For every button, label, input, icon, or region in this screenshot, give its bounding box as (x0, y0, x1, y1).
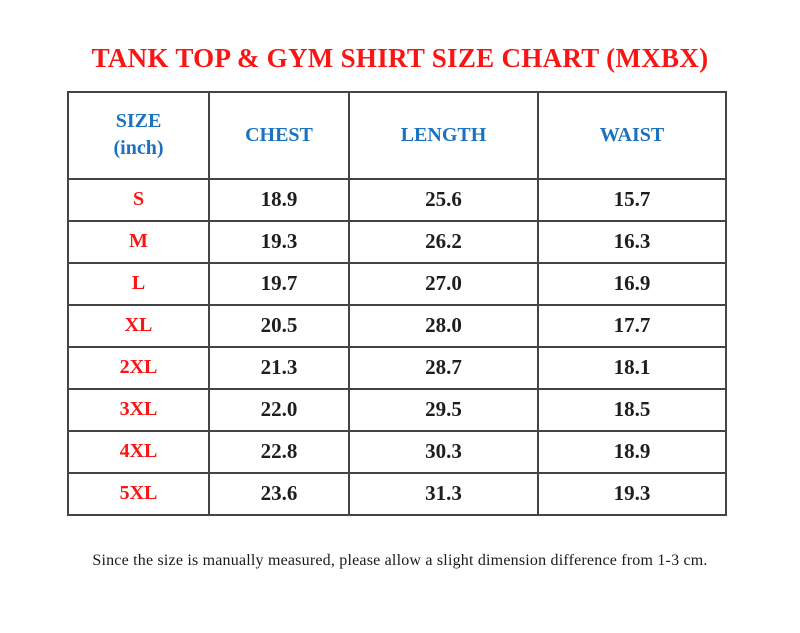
chest-value-cell: 20.5 (208, 303, 350, 348)
chest-value-cell: 19.7 (208, 261, 350, 306)
waist-value-cell: 18.5 (537, 387, 727, 432)
table-row: S 18.9 25.6 15.7 (67, 177, 727, 222)
table-row: L 19.7 27.0 16.9 (67, 261, 727, 306)
table-row: 4XL 22.8 30.3 18.9 (67, 429, 727, 474)
column-header-size-line2: (inch) (113, 137, 164, 160)
length-value-cell: 26.2 (348, 219, 539, 264)
chest-value-cell: 22.8 (208, 429, 350, 474)
column-header-length: LENGTH (348, 90, 539, 180)
chest-value-cell: 23.6 (208, 471, 350, 516)
size-label-cell: 2XL (67, 345, 210, 390)
column-header-waist: WAIST (537, 90, 727, 180)
table-row: 5XL 23.6 31.3 19.3 (67, 471, 727, 516)
header-row: SIZE (inch) CHEST LENGTH WAIST (67, 90, 727, 180)
column-header-size-line1: SIZE (115, 110, 162, 133)
size-label-cell: S (67, 177, 210, 222)
length-value-cell: 28.0 (348, 303, 539, 348)
table-row: M 19.3 26.2 16.3 (67, 219, 727, 264)
size-label-cell: 5XL (67, 471, 210, 516)
table-row: 2XL 21.3 28.7 18.1 (67, 345, 727, 390)
size-label-cell: L (67, 261, 210, 306)
table-row: 3XL 22.0 29.5 18.5 (67, 387, 727, 432)
waist-value-cell: 15.7 (537, 177, 727, 222)
length-value-cell: 28.7 (348, 345, 539, 390)
size-label-cell: 3XL (67, 387, 210, 432)
size-table: SIZE (inch) CHEST LENGTH WAIST S 18.9 25… (67, 90, 727, 516)
size-table-body: S 18.9 25.6 15.7 M 19.3 26.2 16.3 L 19.7… (67, 177, 727, 516)
size-label-cell: XL (67, 303, 210, 348)
page-title: TANK TOP & GYM SHIRT SIZE CHART (MXBX) (91, 43, 709, 73)
chest-value-cell: 19.3 (208, 219, 350, 264)
measurement-disclaimer: Since the size is manually measured, ple… (92, 551, 708, 569)
length-value-cell: 29.5 (348, 387, 539, 432)
table-row: XL 20.5 28.0 17.7 (67, 303, 727, 348)
waist-value-cell: 17.7 (537, 303, 727, 348)
size-label-cell: 4XL (67, 429, 210, 474)
waist-value-cell: 16.3 (537, 219, 727, 264)
chest-value-cell: 18.9 (208, 177, 350, 222)
waist-value-cell: 19.3 (537, 471, 727, 516)
waist-value-cell: 18.1 (537, 345, 727, 390)
size-label-cell: M (67, 219, 210, 264)
length-value-cell: 27.0 (348, 261, 539, 306)
column-header-chest: CHEST (208, 90, 350, 180)
length-value-cell: 25.6 (348, 177, 539, 222)
chest-value-cell: 22.0 (208, 387, 350, 432)
column-header-size: SIZE (inch) (67, 90, 210, 180)
size-table-header: SIZE (inch) CHEST LENGTH WAIST (67, 90, 727, 180)
length-value-cell: 30.3 (348, 429, 539, 474)
waist-value-cell: 16.9 (537, 261, 727, 306)
length-value-cell: 31.3 (348, 471, 539, 516)
chest-value-cell: 21.3 (208, 345, 350, 390)
waist-value-cell: 18.9 (537, 429, 727, 474)
